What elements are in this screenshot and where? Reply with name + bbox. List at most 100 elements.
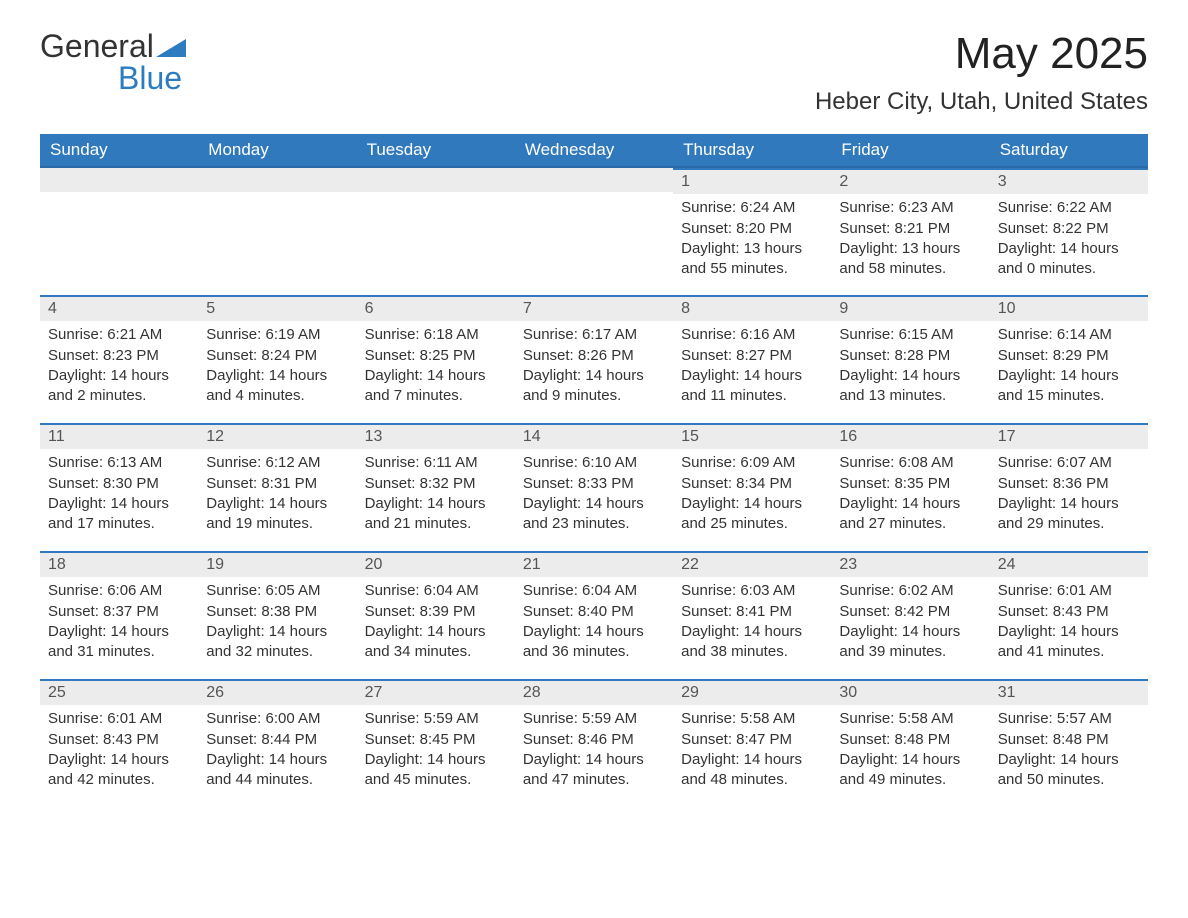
- daynum: 15: [673, 423, 831, 449]
- daynum-empty: [198, 168, 356, 192]
- day-body: Sunrise: 6:21 AMSunset: 8:23 PMDaylight:…: [40, 321, 198, 414]
- daynum: 9: [831, 295, 989, 321]
- daynum: 4: [40, 295, 198, 321]
- day-cell-empty: [515, 167, 673, 295]
- day-cell-25: 25Sunrise: 6:01 AMSunset: 8:43 PMDayligh…: [40, 679, 198, 807]
- day-body: Sunrise: 6:01 AMSunset: 8:43 PMDaylight:…: [40, 705, 198, 798]
- day-cell-1: 1Sunrise: 6:24 AMSunset: 8:20 PMDaylight…: [673, 167, 831, 295]
- calendar-row: 11Sunrise: 6:13 AMSunset: 8:30 PMDayligh…: [40, 423, 1148, 551]
- day-body: Sunrise: 5:58 AMSunset: 8:47 PMDaylight:…: [673, 705, 831, 798]
- day-body: Sunrise: 6:22 AMSunset: 8:22 PMDaylight:…: [990, 194, 1148, 287]
- day-cell-31: 31Sunrise: 5:57 AMSunset: 8:48 PMDayligh…: [990, 679, 1148, 807]
- daynum-empty: [357, 168, 515, 192]
- day-body: Sunrise: 6:14 AMSunset: 8:29 PMDaylight:…: [990, 321, 1148, 414]
- daynum: 25: [40, 679, 198, 705]
- day-cell-empty: [357, 167, 515, 295]
- day-cell-12: 12Sunrise: 6:12 AMSunset: 8:31 PMDayligh…: [198, 423, 356, 551]
- daynum: 1: [673, 168, 831, 194]
- brand-logo: General Blue: [40, 30, 186, 94]
- day-cell-18: 18Sunrise: 6:06 AMSunset: 8:37 PMDayligh…: [40, 551, 198, 679]
- daynum: 21: [515, 551, 673, 577]
- daynum: 23: [831, 551, 989, 577]
- daynum: 17: [990, 423, 1148, 449]
- day-cell-20: 20Sunrise: 6:04 AMSunset: 8:39 PMDayligh…: [357, 551, 515, 679]
- day-cell-4: 4Sunrise: 6:21 AMSunset: 8:23 PMDaylight…: [40, 295, 198, 423]
- day-cell-27: 27Sunrise: 5:59 AMSunset: 8:45 PMDayligh…: [357, 679, 515, 807]
- day-cell-23: 23Sunrise: 6:02 AMSunset: 8:42 PMDayligh…: [831, 551, 989, 679]
- calendar-row: 1Sunrise: 6:24 AMSunset: 8:20 PMDaylight…: [40, 167, 1148, 295]
- daynum: 26: [198, 679, 356, 705]
- location: Heber City, Utah, United States: [815, 88, 1148, 116]
- day-cell-15: 15Sunrise: 6:09 AMSunset: 8:34 PMDayligh…: [673, 423, 831, 551]
- daynum: 18: [40, 551, 198, 577]
- daynum: 20: [357, 551, 515, 577]
- daynum: 6: [357, 295, 515, 321]
- day-body: Sunrise: 6:11 AMSunset: 8:32 PMDaylight:…: [357, 449, 515, 542]
- day-cell-9: 9Sunrise: 6:15 AMSunset: 8:28 PMDaylight…: [831, 295, 989, 423]
- day-body: Sunrise: 6:24 AMSunset: 8:20 PMDaylight:…: [673, 194, 831, 287]
- calendar-row: 25Sunrise: 6:01 AMSunset: 8:43 PMDayligh…: [40, 679, 1148, 807]
- daynum: 7: [515, 295, 673, 321]
- day-cell-empty: [40, 167, 198, 295]
- brand-part1: General: [40, 28, 154, 64]
- day-cell-8: 8Sunrise: 6:16 AMSunset: 8:27 PMDaylight…: [673, 295, 831, 423]
- weekday-row: SundayMondayTuesdayWednesdayThursdayFrid…: [40, 134, 1148, 167]
- day-cell-3: 3Sunrise: 6:22 AMSunset: 8:22 PMDaylight…: [990, 167, 1148, 295]
- day-body: Sunrise: 6:19 AMSunset: 8:24 PMDaylight:…: [198, 321, 356, 414]
- weekday-monday: Monday: [198, 134, 356, 167]
- day-body: Sunrise: 6:13 AMSunset: 8:30 PMDaylight:…: [40, 449, 198, 542]
- day-cell-7: 7Sunrise: 6:17 AMSunset: 8:26 PMDaylight…: [515, 295, 673, 423]
- weekday-thursday: Thursday: [673, 134, 831, 167]
- day-cell-2: 2Sunrise: 6:23 AMSunset: 8:21 PMDaylight…: [831, 167, 989, 295]
- day-body: Sunrise: 6:23 AMSunset: 8:21 PMDaylight:…: [831, 194, 989, 287]
- day-cell-30: 30Sunrise: 5:58 AMSunset: 8:48 PMDayligh…: [831, 679, 989, 807]
- day-body: Sunrise: 6:06 AMSunset: 8:37 PMDaylight:…: [40, 577, 198, 670]
- daynum: 12: [198, 423, 356, 449]
- daynum: 24: [990, 551, 1148, 577]
- day-cell-6: 6Sunrise: 6:18 AMSunset: 8:25 PMDaylight…: [357, 295, 515, 423]
- daynum-empty: [40, 168, 198, 192]
- weekday-saturday: Saturday: [990, 134, 1148, 167]
- day-cell-17: 17Sunrise: 6:07 AMSunset: 8:36 PMDayligh…: [990, 423, 1148, 551]
- day-cell-19: 19Sunrise: 6:05 AMSunset: 8:38 PMDayligh…: [198, 551, 356, 679]
- calendar-body: 1Sunrise: 6:24 AMSunset: 8:20 PMDaylight…: [40, 167, 1148, 807]
- daynum: 3: [990, 168, 1148, 194]
- day-body: Sunrise: 6:05 AMSunset: 8:38 PMDaylight:…: [198, 577, 356, 670]
- day-cell-14: 14Sunrise: 6:10 AMSunset: 8:33 PMDayligh…: [515, 423, 673, 551]
- daynum: 29: [673, 679, 831, 705]
- day-cell-26: 26Sunrise: 6:00 AMSunset: 8:44 PMDayligh…: [198, 679, 356, 807]
- title-block: May 2025 Heber City, Utah, United States: [815, 30, 1148, 116]
- weekday-tuesday: Tuesday: [357, 134, 515, 167]
- day-cell-24: 24Sunrise: 6:01 AMSunset: 8:43 PMDayligh…: [990, 551, 1148, 679]
- day-body: Sunrise: 6:00 AMSunset: 8:44 PMDaylight:…: [198, 705, 356, 798]
- day-cell-22: 22Sunrise: 6:03 AMSunset: 8:41 PMDayligh…: [673, 551, 831, 679]
- daynum: 8: [673, 295, 831, 321]
- day-body: Sunrise: 6:07 AMSunset: 8:36 PMDaylight:…: [990, 449, 1148, 542]
- calendar-row: 4Sunrise: 6:21 AMSunset: 8:23 PMDaylight…: [40, 295, 1148, 423]
- day-body: Sunrise: 6:16 AMSunset: 8:27 PMDaylight:…: [673, 321, 831, 414]
- daynum: 30: [831, 679, 989, 705]
- day-cell-21: 21Sunrise: 6:04 AMSunset: 8:40 PMDayligh…: [515, 551, 673, 679]
- brand-part2: Blue: [118, 60, 182, 96]
- day-cell-5: 5Sunrise: 6:19 AMSunset: 8:24 PMDaylight…: [198, 295, 356, 423]
- daynum: 22: [673, 551, 831, 577]
- day-body: Sunrise: 6:08 AMSunset: 8:35 PMDaylight:…: [831, 449, 989, 542]
- day-body: Sunrise: 6:04 AMSunset: 8:39 PMDaylight:…: [357, 577, 515, 670]
- day-cell-28: 28Sunrise: 5:59 AMSunset: 8:46 PMDayligh…: [515, 679, 673, 807]
- daynum: 2: [831, 168, 989, 194]
- day-body: Sunrise: 5:58 AMSunset: 8:48 PMDaylight:…: [831, 705, 989, 798]
- day-body: Sunrise: 6:09 AMSunset: 8:34 PMDaylight:…: [673, 449, 831, 542]
- calendar-head: SundayMondayTuesdayWednesdayThursdayFrid…: [40, 134, 1148, 167]
- day-body: Sunrise: 6:17 AMSunset: 8:26 PMDaylight:…: [515, 321, 673, 414]
- daynum: 13: [357, 423, 515, 449]
- daynum: 11: [40, 423, 198, 449]
- day-body: Sunrise: 5:59 AMSunset: 8:45 PMDaylight:…: [357, 705, 515, 798]
- day-cell-13: 13Sunrise: 6:11 AMSunset: 8:32 PMDayligh…: [357, 423, 515, 551]
- day-body: Sunrise: 6:03 AMSunset: 8:41 PMDaylight:…: [673, 577, 831, 670]
- day-body: Sunrise: 6:04 AMSunset: 8:40 PMDaylight:…: [515, 577, 673, 670]
- daynum: 27: [357, 679, 515, 705]
- calendar-table: SundayMondayTuesdayWednesdayThursdayFrid…: [40, 134, 1148, 807]
- day-cell-10: 10Sunrise: 6:14 AMSunset: 8:29 PMDayligh…: [990, 295, 1148, 423]
- daynum: 14: [515, 423, 673, 449]
- daynum: 5: [198, 295, 356, 321]
